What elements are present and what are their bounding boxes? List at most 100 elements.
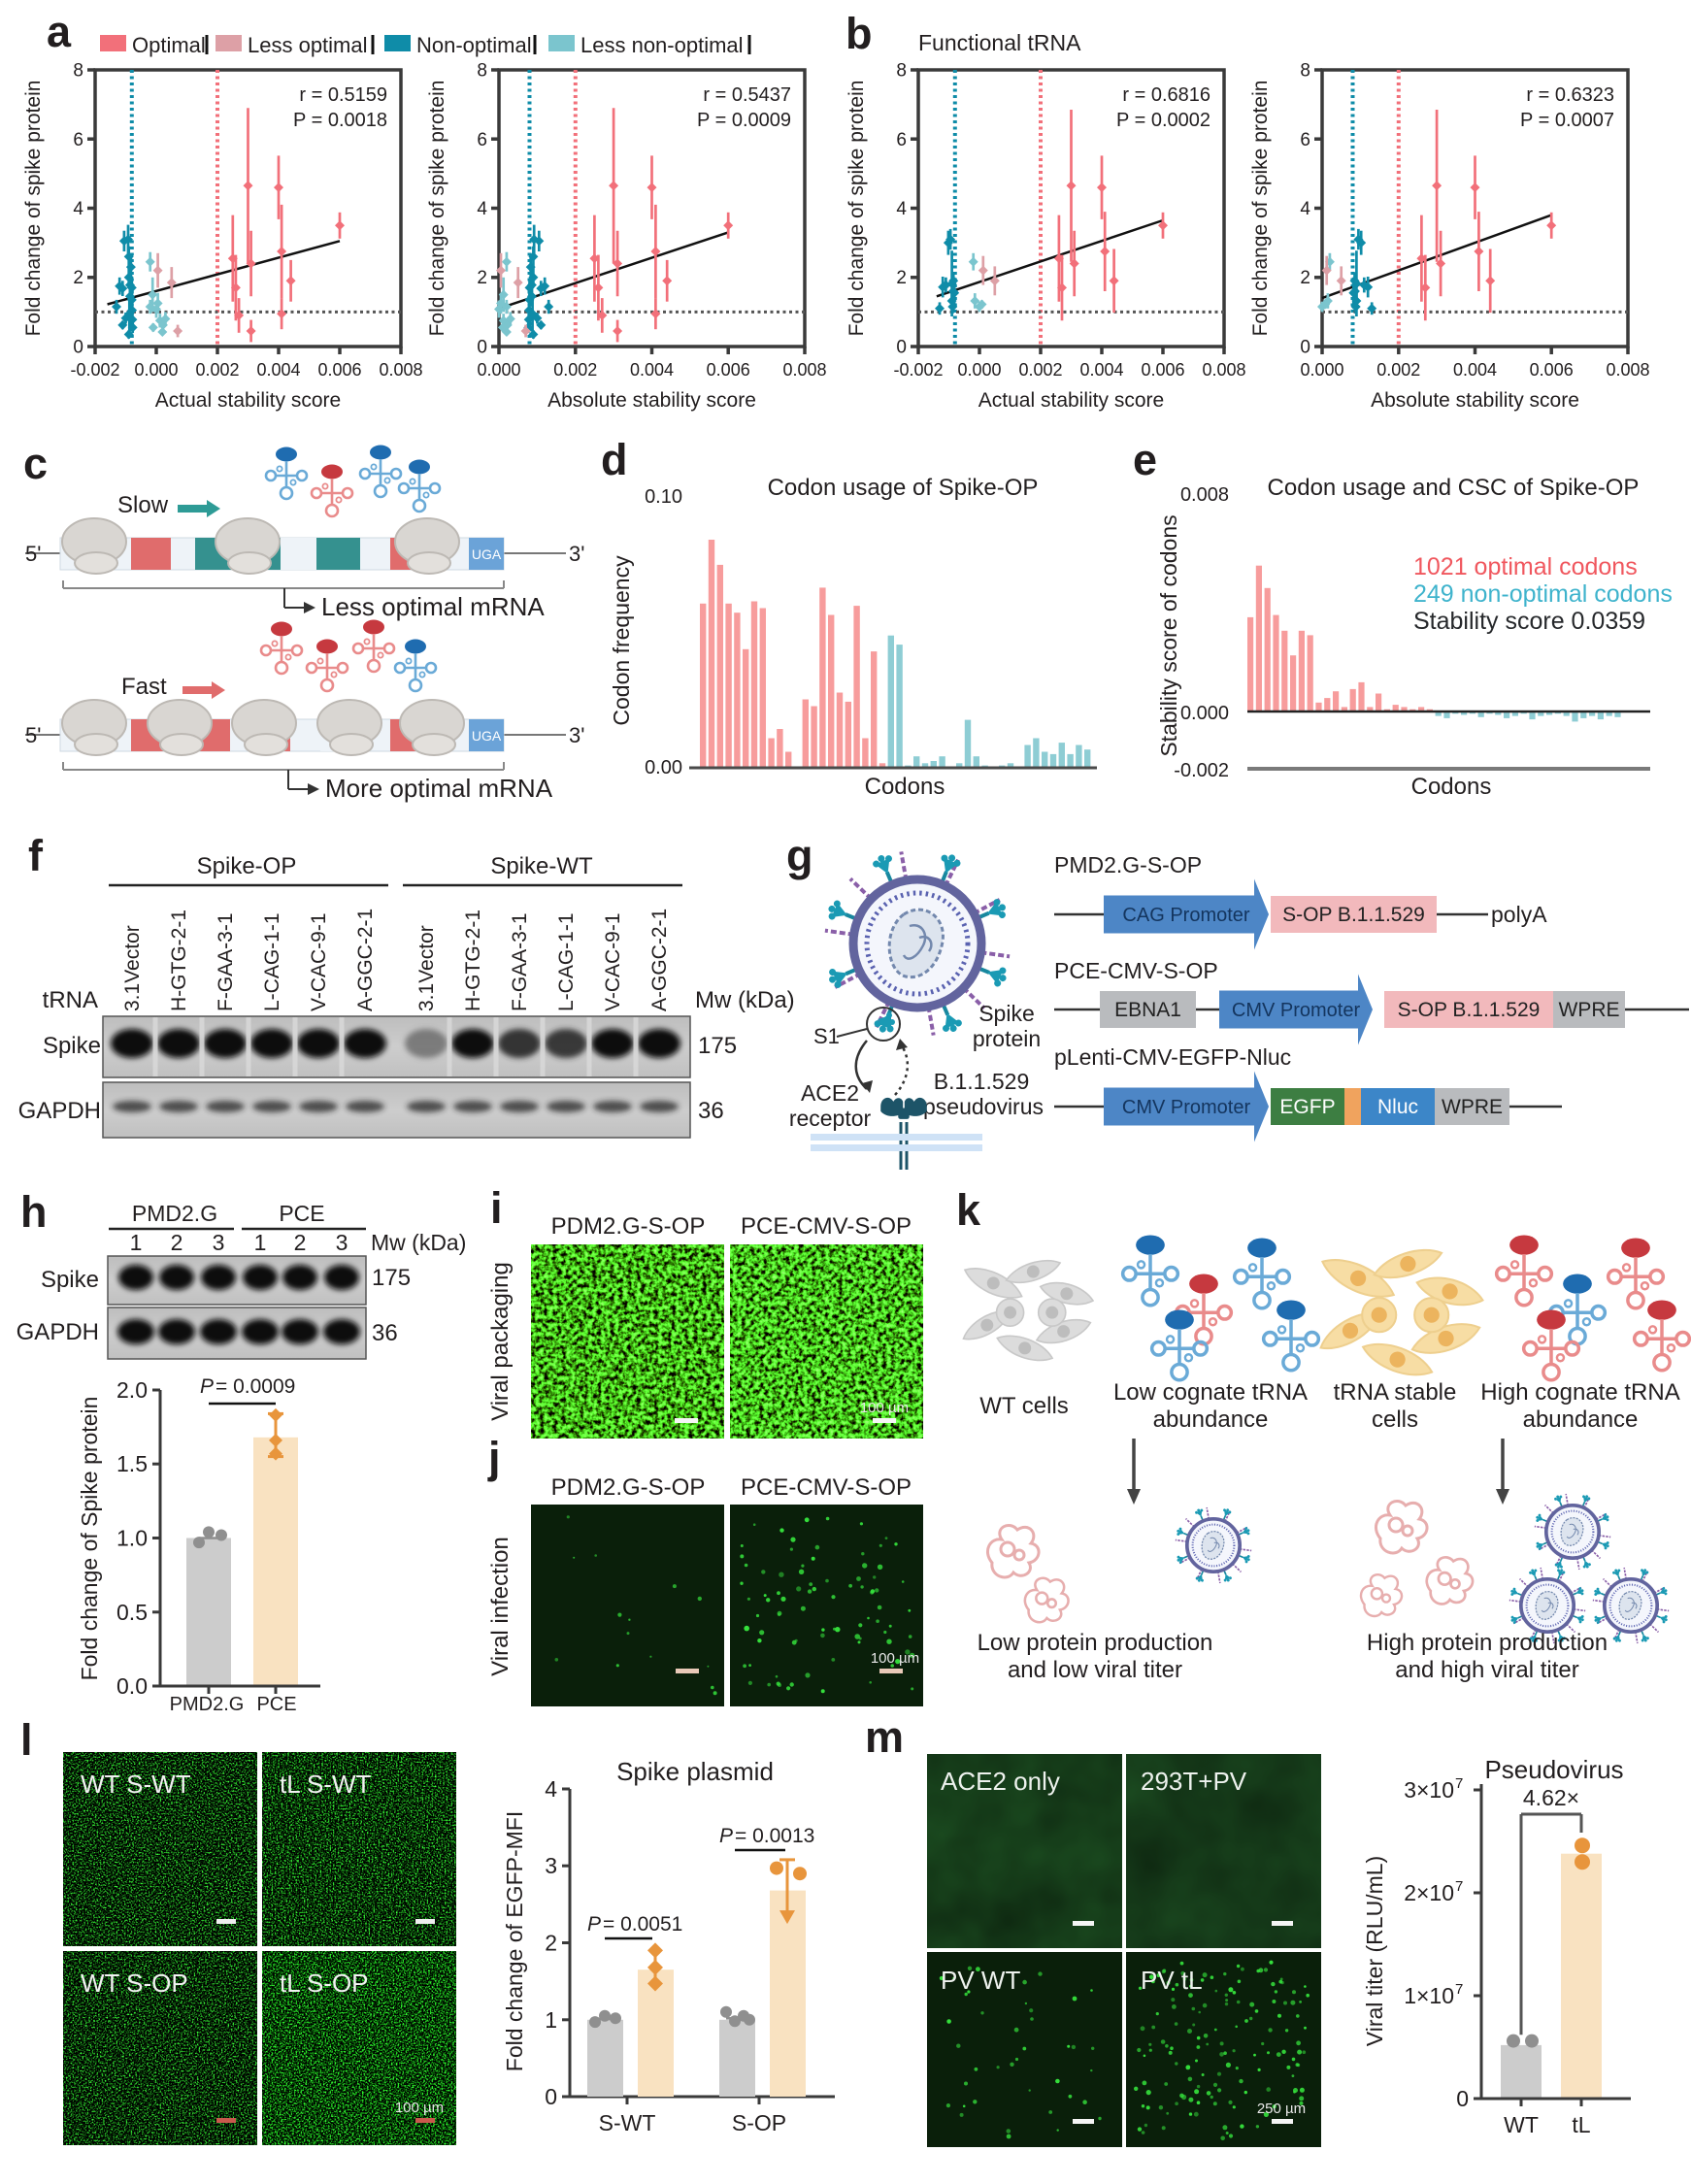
svg-text:249 non-optimal codons: 249 non-optimal codons bbox=[1413, 580, 1673, 608]
svg-text:3': 3' bbox=[569, 723, 584, 747]
svg-text:0.002: 0.002 bbox=[553, 360, 597, 380]
svg-text:0: 0 bbox=[896, 338, 907, 358]
svg-text:B.1.1.529: B.1.1.529 bbox=[934, 1069, 1029, 1094]
svg-text:WT cells: WT cells bbox=[979, 1393, 1069, 1419]
svg-text:h: h bbox=[20, 1187, 48, 1237]
svg-text:j: j bbox=[487, 1433, 501, 1482]
svg-text:1×10: 1×10 bbox=[1404, 1983, 1454, 2008]
svg-text:3.1Vector: 3.1Vector bbox=[415, 925, 438, 1011]
svg-text:S-OP B.1.1.529: S-OP B.1.1.529 bbox=[1282, 904, 1425, 926]
svg-text:0.004: 0.004 bbox=[1079, 360, 1123, 380]
svg-text:Codon usage and CSC of Spike-O: Codon usage and CSC of Spike-OP bbox=[1268, 475, 1640, 501]
svg-text:6: 6 bbox=[477, 130, 487, 150]
svg-text:tRNA: tRNA bbox=[43, 987, 98, 1013]
svg-text:Viral infection: Viral infection bbox=[487, 1537, 514, 1676]
svg-text:-0.002: -0.002 bbox=[893, 360, 943, 380]
svg-text:0.002: 0.002 bbox=[1018, 360, 1062, 380]
svg-text:PDM2.G-S-OP: PDM2.G-S-OP bbox=[551, 1213, 706, 1240]
svg-text:0.00: 0.00 bbox=[645, 757, 682, 778]
svg-text:PV tL: PV tL bbox=[1141, 1966, 1203, 1995]
svg-text:Functional tRNA: Functional tRNA bbox=[918, 30, 1081, 55]
svg-text:0.000: 0.000 bbox=[1300, 360, 1343, 380]
svg-text:7: 7 bbox=[1455, 1981, 1463, 1998]
svg-text:tL S-WT: tL S-WT bbox=[280, 1770, 371, 1799]
svg-text:8: 8 bbox=[1300, 61, 1310, 82]
svg-text:175: 175 bbox=[372, 1265, 411, 1291]
svg-text:36: 36 bbox=[372, 1320, 398, 1346]
svg-text:Low cognate tRNA: Low cognate tRNA bbox=[1113, 1379, 1308, 1406]
svg-text:0: 0 bbox=[1456, 2086, 1469, 2111]
svg-text:P = 0.0009: P = 0.0009 bbox=[697, 110, 791, 131]
svg-text:WPRE: WPRE bbox=[1559, 999, 1620, 1021]
svg-text:WT S-WT: WT S-WT bbox=[81, 1770, 191, 1799]
svg-text:4: 4 bbox=[73, 199, 83, 219]
svg-text:0.000: 0.000 bbox=[957, 360, 1001, 380]
svg-text:PMD2.G-S-OP: PMD2.G-S-OP bbox=[1054, 852, 1202, 877]
svg-text:Spike-OP: Spike-OP bbox=[197, 853, 297, 879]
svg-text:6: 6 bbox=[1300, 130, 1310, 150]
svg-text:r = 0.5437: r = 0.5437 bbox=[703, 84, 791, 106]
svg-text:= 0.0013: = 0.0013 bbox=[735, 1825, 814, 1847]
svg-text:tRNA stable: tRNA stable bbox=[1334, 1379, 1457, 1406]
svg-text:cells: cells bbox=[1372, 1406, 1418, 1433]
svg-text:abundance: abundance bbox=[1153, 1406, 1269, 1433]
svg-text:0: 0 bbox=[477, 338, 487, 358]
svg-text:= 0.0051: = 0.0051 bbox=[603, 1913, 682, 1936]
svg-text:Slow: Slow bbox=[117, 492, 169, 518]
svg-text:Absolute stability score: Absolute stability score bbox=[547, 389, 756, 412]
svg-text:Fold change of spike protein: Fold change of spike protein bbox=[426, 81, 448, 337]
svg-text:0: 0 bbox=[1300, 338, 1310, 358]
svg-text:0.006: 0.006 bbox=[1530, 360, 1574, 380]
svg-text:PV WT: PV WT bbox=[941, 1966, 1020, 1995]
svg-text:0.10: 0.10 bbox=[645, 486, 682, 508]
svg-text:0.000: 0.000 bbox=[134, 360, 178, 380]
svg-text:Fold change of spike protein: Fold change of spike protein bbox=[1249, 81, 1272, 337]
svg-text:4: 4 bbox=[545, 1776, 557, 1802]
svg-text:PCE-CMV-S-OP: PCE-CMV-S-OP bbox=[741, 1213, 912, 1240]
svg-text:PMD2.G: PMD2.G bbox=[132, 1201, 217, 1226]
svg-text:High cognate tRNA: High cognate tRNA bbox=[1480, 1379, 1679, 1406]
svg-text:1.0: 1.0 bbox=[116, 1526, 148, 1551]
svg-text:Spike plasmid: Spike plasmid bbox=[616, 1757, 774, 1786]
svg-text:Pseudovirus: Pseudovirus bbox=[1484, 1755, 1623, 1784]
svg-text:r = 0.6816: r = 0.6816 bbox=[1122, 84, 1210, 106]
svg-text:Stability score of codons: Stability score of codons bbox=[1156, 514, 1181, 756]
svg-text:6: 6 bbox=[73, 130, 83, 150]
svg-text:WT: WT bbox=[1504, 2112, 1539, 2137]
svg-text:V-CAC-9-1: V-CAC-9-1 bbox=[308, 912, 330, 1011]
svg-text:0.006: 0.006 bbox=[1141, 360, 1184, 380]
svg-text:CAG Promoter: CAG Promoter bbox=[1122, 905, 1249, 926]
svg-text:High protein production: High protein production bbox=[1367, 1630, 1608, 1656]
svg-text:3': 3' bbox=[569, 542, 584, 566]
svg-text:0.008: 0.008 bbox=[379, 360, 422, 380]
svg-text:S-WT: S-WT bbox=[599, 2110, 656, 2135]
svg-text:ACE2: ACE2 bbox=[801, 1080, 859, 1106]
svg-text:8: 8 bbox=[73, 61, 83, 82]
svg-text:g: g bbox=[786, 831, 813, 880]
svg-text:100 µm: 100 µm bbox=[871, 1650, 919, 1667]
svg-text:Viral titer (RLU/mL): Viral titer (RLU/mL) bbox=[1362, 1856, 1387, 2046]
svg-text:and high viral titer: and high viral titer bbox=[1395, 1657, 1578, 1683]
svg-text:Spike-WT: Spike-WT bbox=[490, 853, 593, 879]
svg-text:Actual stability score: Actual stability score bbox=[155, 389, 341, 412]
svg-text:i: i bbox=[490, 1183, 503, 1233]
svg-text:1: 1 bbox=[130, 1230, 143, 1255]
svg-text:0.002: 0.002 bbox=[195, 360, 239, 380]
svg-text:GAPDH: GAPDH bbox=[17, 1319, 99, 1345]
svg-text:0: 0 bbox=[73, 338, 83, 358]
svg-text:-0.002: -0.002 bbox=[70, 360, 119, 380]
svg-text:PCE-CMV-S-OP: PCE-CMV-S-OP bbox=[741, 1474, 912, 1501]
svg-text:pseudovirus: pseudovirus bbox=[923, 1094, 1044, 1119]
svg-text:tL: tL bbox=[1572, 2112, 1590, 2137]
svg-text:EBNA1: EBNA1 bbox=[1114, 999, 1181, 1021]
svg-text:2: 2 bbox=[477, 268, 487, 288]
svg-text:0.008: 0.008 bbox=[1606, 360, 1649, 380]
svg-text:PMD2.G: PMD2.G bbox=[170, 1694, 245, 1715]
svg-text:Fast: Fast bbox=[121, 674, 167, 700]
svg-text:Actual stability score: Actual stability score bbox=[978, 389, 1164, 412]
svg-text:Mw (kDa): Mw (kDa) bbox=[695, 987, 795, 1013]
svg-text:293T+PV: 293T+PV bbox=[1141, 1767, 1247, 1796]
svg-text:175: 175 bbox=[698, 1033, 737, 1059]
svg-text:PCE: PCE bbox=[256, 1694, 296, 1715]
svg-text:Low protein production: Low protein production bbox=[978, 1630, 1213, 1656]
